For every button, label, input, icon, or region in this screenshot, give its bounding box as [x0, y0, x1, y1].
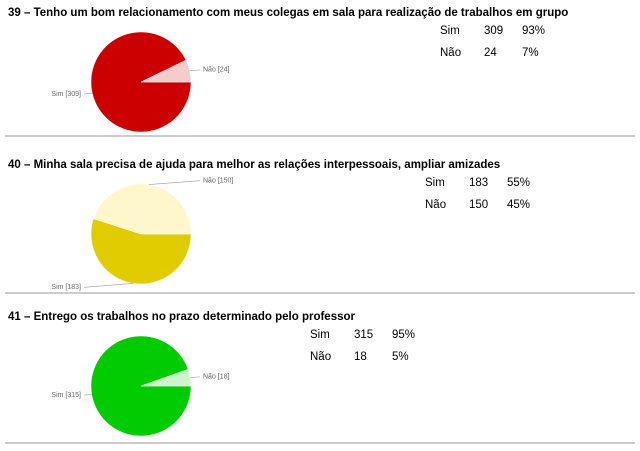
table-category: Não	[425, 199, 446, 211]
leader-line	[148, 180, 201, 185]
table-count: 150	[469, 199, 488, 211]
question-title: 41 – Entrego os trabalhos no prazo deter…	[8, 311, 356, 323]
leader-line	[190, 376, 201, 378]
slice-label: Não [150]	[203, 177, 233, 184]
slice-label: Sim [315]	[51, 392, 81, 399]
pie-slice	[93, 183, 192, 235]
table-percent: 5%	[392, 351, 409, 363]
table-percent: 7%	[522, 47, 539, 59]
table-count: 24	[484, 47, 497, 59]
leader-line	[83, 394, 92, 396]
table-category: Sim	[425, 177, 445, 189]
slice-label: Sim [309]	[51, 91, 81, 98]
table-count: 18	[354, 351, 367, 363]
table-category: Não	[440, 47, 461, 59]
table-percent: 95%	[392, 329, 415, 341]
pie-slice	[140, 59, 192, 83]
table-category: Sim	[440, 25, 460, 37]
pie-slice	[90, 218, 192, 285]
table-percent: 45%	[507, 199, 530, 211]
leader-line	[83, 283, 134, 288]
slice-label: Não [24]	[203, 67, 230, 74]
table-count: 315	[354, 329, 373, 341]
leader-line	[83, 92, 93, 95]
question-title: 39 – Tenho um bom relacionamento com meu…	[8, 7, 568, 19]
leader-line	[189, 69, 201, 72]
table-category: Não	[310, 351, 331, 363]
table-percent: 93%	[522, 25, 545, 37]
table-count: 309	[484, 25, 503, 37]
table-category: Sim	[310, 329, 330, 341]
question-title: 40 – Minha sala precisa de ajuda para me…	[8, 159, 500, 171]
slice-label: Não [18]	[203, 374, 230, 381]
table-percent: 55%	[507, 177, 530, 189]
table-count: 183	[469, 177, 488, 189]
slice-label: Sim [183]	[51, 284, 81, 291]
